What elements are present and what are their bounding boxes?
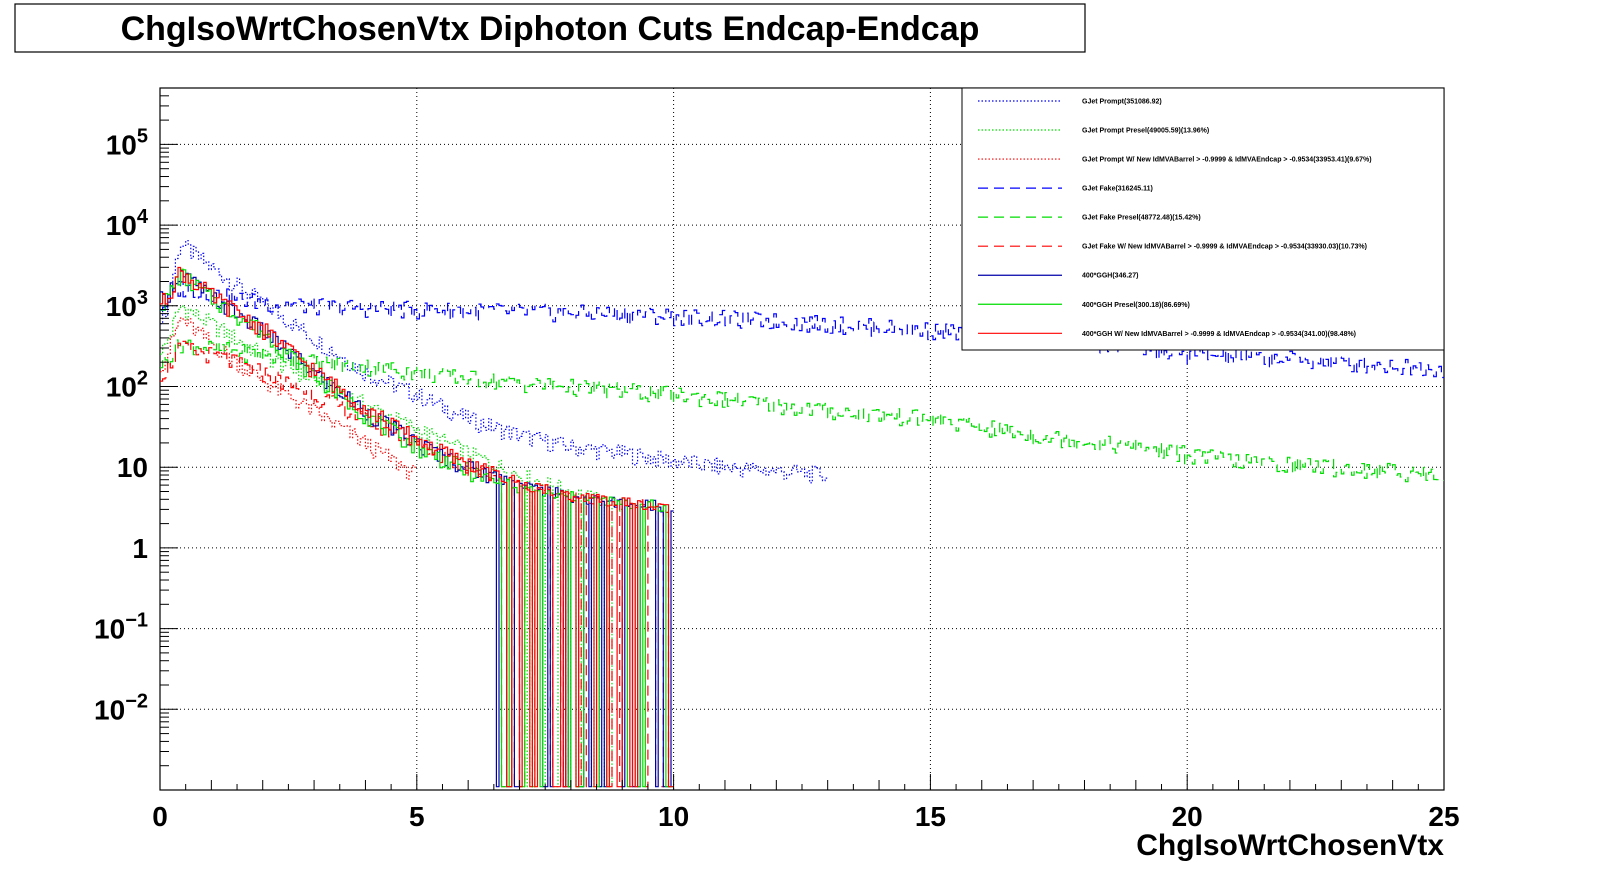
legend-label: GJet Fake W/ New IdMVABarrel > -0.9999 &… (1082, 244, 1367, 251)
series-line (160, 340, 674, 788)
title-box (14, 3, 1086, 53)
legend-label: 400*GGH(346.27) (1082, 273, 1138, 280)
x-tick-label: 5 (409, 801, 425, 832)
series-line (160, 240, 828, 484)
y-tick-base: 10 (94, 694, 125, 725)
x-axis-label: ChgIsoWrtChosenVtx (1136, 829, 1444, 862)
y-tick-label: 10 (117, 452, 148, 483)
y-tick-exponent: 5 (137, 125, 148, 147)
legend-label: 400*GGH Presel(300.18)(86.69%) (1082, 302, 1190, 309)
y-tick-label: 103 (106, 287, 148, 322)
y-tick-base: 10 (106, 210, 137, 241)
y-tick-label: 10−2 (94, 690, 148, 725)
chart-title: ChgIsoWrtChosenVtx Diphoton Cuts Endcap-… (121, 10, 980, 48)
y-tick-label: 102 (106, 368, 148, 403)
y-tick-exponent: 4 (137, 206, 149, 228)
x-tick-label: 10 (658, 801, 689, 832)
y-tick-base: 10 (94, 614, 125, 645)
y-tick-label: 105 (106, 125, 148, 160)
y-tick-base: 10 (106, 129, 137, 160)
y-tick-label: 104 (106, 206, 149, 241)
y-tick-exponent: 3 (137, 287, 148, 309)
x-tick-label: 20 (1172, 801, 1203, 832)
x-tick-label: 15 (915, 801, 946, 832)
legend-label: GJet Prompt(351086.92) (1082, 99, 1162, 106)
series-line (160, 281, 1444, 379)
series-group (160, 240, 1444, 788)
y-tick-label: 1 (132, 533, 148, 564)
legend-label: 400*GGH W/ New IdMVABarrel > -0.9999 & I… (1082, 331, 1356, 338)
legend-label: GJet Prompt W/ New IdMVABarrel > -0.9999… (1082, 157, 1372, 164)
series-line (160, 266, 674, 788)
series-line (160, 339, 1444, 483)
y-tick-exponent: −1 (125, 610, 148, 632)
y-tick-base: 1 (132, 533, 148, 564)
x-tick-label: 0 (152, 801, 168, 832)
y-tick-exponent: −2 (125, 690, 148, 712)
y-tick-base: 10 (106, 291, 137, 322)
y-tick-exponent: 2 (137, 368, 148, 390)
legend-label: GJet Prompt Presel(49005.59)(13.96%) (1082, 128, 1209, 135)
y-tick-base: 10 (106, 372, 137, 403)
legend-label: GJet Fake(316245.11) (1082, 186, 1153, 193)
y-tick-base: 10 (117, 452, 148, 483)
legend-label: GJet Fake Presel(48772.48)(15.42%) (1082, 215, 1201, 222)
x-tick-label: 25 (1428, 801, 1459, 832)
legend: GJet Prompt(351086.92) GJet Prompt Presel… (961, 87, 1445, 351)
legend-box (961, 87, 1445, 351)
y-tick-label: 10−1 (94, 610, 148, 645)
